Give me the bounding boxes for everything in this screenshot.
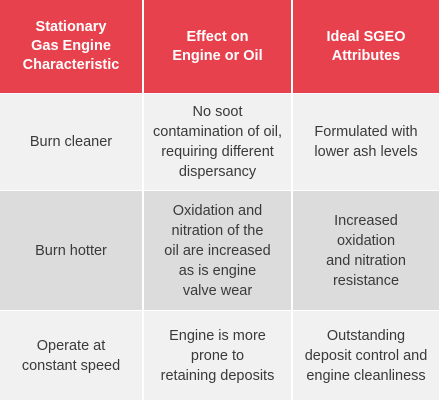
table-cell: Oxidation and nitration of the oil are i… [144,191,291,310]
table-cell: Formulated with lower ash levels [293,94,439,190]
cell-text: Increased oxidation and nitration resist… [326,212,406,289]
header-effect: Effect on Engine or Oil [144,0,291,93]
cell-text: Engine is more prone to retaining deposi… [160,327,275,384]
header-characteristic: Stationary Gas Engine Characteristic [0,0,142,93]
header-attributes: Ideal SGEO Attributes [293,0,439,93]
table-cell: Burn cleaner [0,94,142,190]
cell-text: Oxidation and nitration of the oil are i… [164,202,271,299]
table-cell: Operate at constant speed [0,311,142,400]
cell-text: No soot contamination of oil, requiring … [153,104,282,180]
header-attributes-label: Ideal SGEO Attributes [326,28,406,64]
cell-text: Burn hotter [35,242,107,259]
header-characteristic-label: Stationary Gas Engine Characteristic [22,19,120,73]
cell-text: Outstanding deposit control and engine c… [304,327,428,384]
table-cell: Increased oxidation and nitration resist… [293,191,439,310]
header-effect-label: Effect on Engine or Oil [172,28,263,64]
table-cell: Burn hotter [0,191,142,310]
cell-text: Burn cleaner [29,134,113,150]
cell-text: Operate at constant speed [21,337,121,374]
table-cell: Engine is more prone to retaining deposi… [144,311,291,400]
cell-text: Formulated with lower ash levels [314,124,418,160]
table-cell: Outstanding deposit control and engine c… [293,311,439,400]
table-cell: No soot contamination of oil, requiring … [144,94,291,190]
